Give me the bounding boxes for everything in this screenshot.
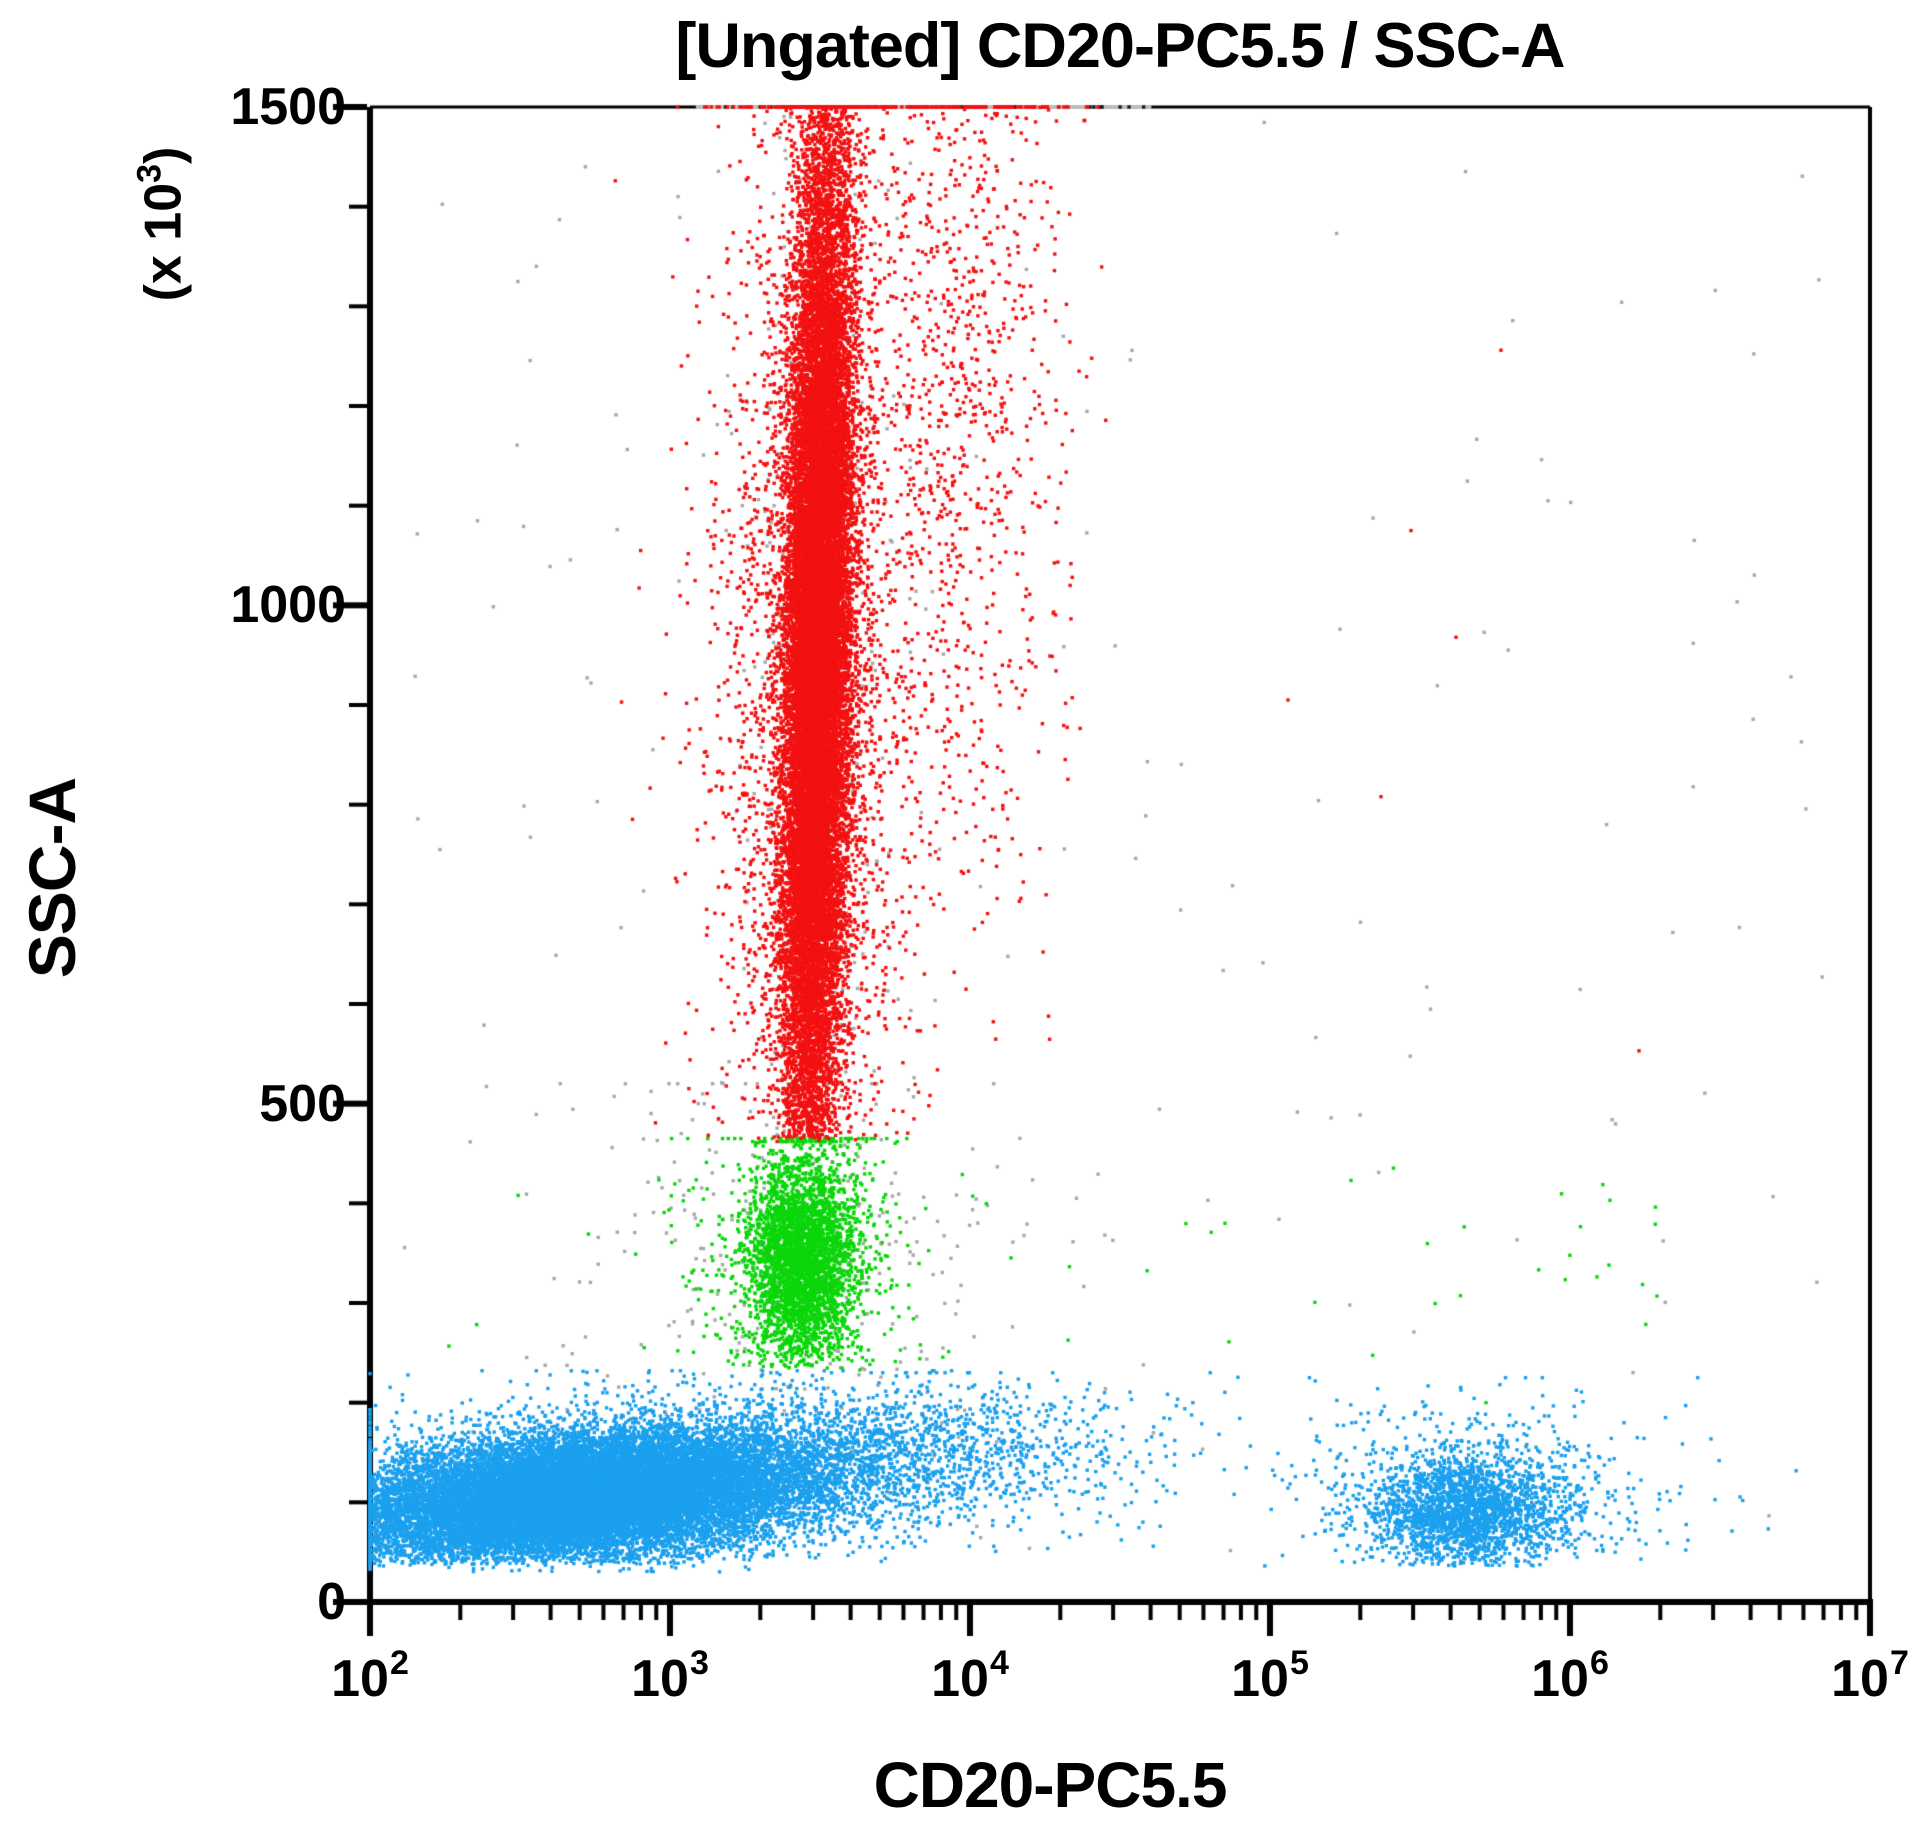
x-tick-base: 10 — [1531, 1650, 1589, 1708]
x-tick-exponent: 7 — [1889, 1644, 1909, 1682]
y-axis-title: SSC-A — [15, 777, 89, 979]
y-units-suffix: ) — [134, 146, 193, 164]
x-tick-base: 10 — [931, 1650, 989, 1708]
x-tick-exponent: 6 — [1589, 1644, 1609, 1682]
x-tick-base: 10 — [1231, 1650, 1289, 1708]
x-axis-title: CD20-PC5.5 — [873, 1749, 1228, 1821]
y-tick-label: 0 — [317, 1573, 346, 1631]
y-units-prefix: (x 10 — [134, 182, 193, 302]
x-tick-label: 103 — [631, 1644, 709, 1709]
x-tick-label: 102 — [331, 1644, 409, 1709]
x-tick-exponent: 5 — [1289, 1644, 1309, 1682]
x-tick-base: 10 — [1831, 1650, 1889, 1708]
x-tick-base: 10 — [631, 1650, 689, 1708]
x-tick-label: 104 — [931, 1644, 1009, 1709]
y-axis-units-label: (x 103) — [131, 147, 194, 302]
y-tick-label: 500 — [259, 1074, 346, 1133]
x-tick-exponent: 3 — [689, 1644, 709, 1682]
y-units-exponent: 3 — [130, 163, 169, 183]
x-tick-exponent: 2 — [389, 1644, 409, 1682]
x-tick-label: 106 — [1531, 1644, 1609, 1709]
x-tick-label: 107 — [1831, 1644, 1909, 1709]
x-tick-label: 105 — [1231, 1644, 1309, 1709]
y-tick-label: 1500 — [230, 78, 346, 136]
y-tick-label: 1000 — [230, 576, 346, 635]
plot-title: [Ungated] CD20-PC5.5 / SSC-A — [675, 11, 1565, 81]
x-tick-base: 10 — [331, 1650, 389, 1708]
x-tick-exponent: 4 — [989, 1644, 1009, 1682]
